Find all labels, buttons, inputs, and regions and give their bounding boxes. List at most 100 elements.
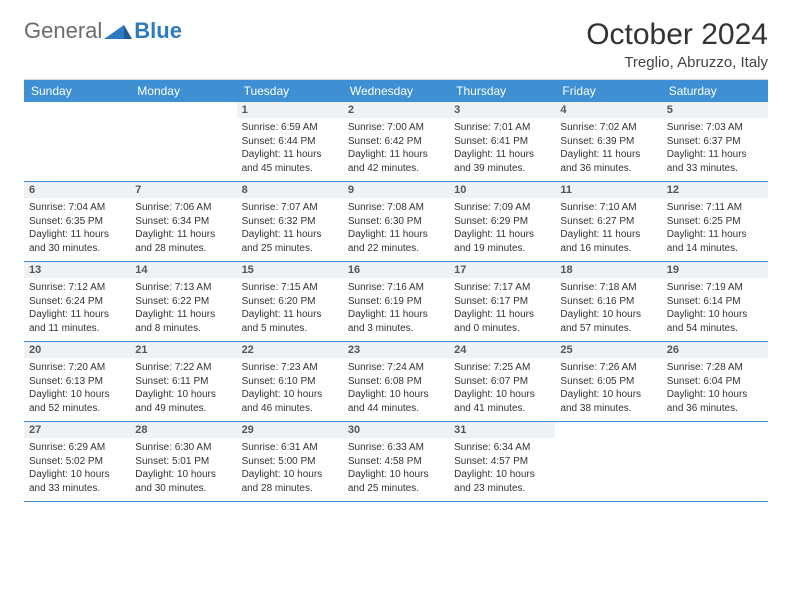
sunset-line: Sunset: 6:42 PM xyxy=(348,135,444,149)
sunrise-line: Sunrise: 6:29 AM xyxy=(29,441,125,455)
date-number: 24 xyxy=(449,342,555,358)
daylight-line: Daylight: 11 hours and 33 minutes. xyxy=(667,148,763,175)
day-details: Sunrise: 7:07 AMSunset: 6:32 PMDaylight:… xyxy=(237,198,343,261)
daylight-line: Daylight: 11 hours and 8 minutes. xyxy=(135,308,231,335)
sunrise-line: Sunrise: 7:13 AM xyxy=(135,281,231,295)
daylight-line: Daylight: 10 hours and 23 minutes. xyxy=(454,468,550,495)
date-number: 20 xyxy=(24,342,130,358)
day-details: Sunrise: 7:00 AMSunset: 6:42 PMDaylight:… xyxy=(343,118,449,181)
date-number: 3 xyxy=(449,102,555,118)
day-details: Sunrise: 6:30 AMSunset: 5:01 PMDaylight:… xyxy=(130,438,236,501)
daylight-line: Daylight: 11 hours and 14 minutes. xyxy=(667,228,763,255)
sunrise-line: Sunrise: 6:31 AM xyxy=(242,441,338,455)
day-cell: 30Sunrise: 6:33 AMSunset: 4:58 PMDayligh… xyxy=(343,422,449,502)
sunrise-line: Sunrise: 6:33 AM xyxy=(348,441,444,455)
daylight-line: Daylight: 10 hours and 30 minutes. xyxy=(135,468,231,495)
dow-header: Tuesday xyxy=(237,80,343,102)
day-cell: 10Sunrise: 7:09 AMSunset: 6:29 PMDayligh… xyxy=(449,182,555,262)
date-number: 31 xyxy=(449,422,555,438)
day-cell: 14Sunrise: 7:13 AMSunset: 6:22 PMDayligh… xyxy=(130,262,236,342)
sunset-line: Sunset: 6:05 PM xyxy=(560,375,656,389)
day-details: Sunrise: 6:33 AMSunset: 4:58 PMDaylight:… xyxy=(343,438,449,501)
sunset-line: Sunset: 6:44 PM xyxy=(242,135,338,149)
date-number: 2 xyxy=(343,102,449,118)
date-number: 19 xyxy=(662,262,768,278)
day-cell: 6Sunrise: 7:04 AMSunset: 6:35 PMDaylight… xyxy=(24,182,130,262)
sunrise-line: Sunrise: 7:25 AM xyxy=(454,361,550,375)
day-cell: 16Sunrise: 7:16 AMSunset: 6:19 PMDayligh… xyxy=(343,262,449,342)
day-details: Sunrise: 7:24 AMSunset: 6:08 PMDaylight:… xyxy=(343,358,449,421)
daylight-line: Daylight: 11 hours and 16 minutes. xyxy=(560,228,656,255)
date-number: 30 xyxy=(343,422,449,438)
daylight-line: Daylight: 10 hours and 41 minutes. xyxy=(454,388,550,415)
daylight-line: Daylight: 10 hours and 38 minutes. xyxy=(560,388,656,415)
day-details: Sunrise: 6:34 AMSunset: 4:57 PMDaylight:… xyxy=(449,438,555,501)
sunrise-line: Sunrise: 7:23 AM xyxy=(242,361,338,375)
sunset-line: Sunset: 6:20 PM xyxy=(242,295,338,309)
sunset-line: Sunset: 6:32 PM xyxy=(242,215,338,229)
daylight-line: Daylight: 10 hours and 33 minutes. xyxy=(29,468,125,495)
sunset-line: Sunset: 6:07 PM xyxy=(454,375,550,389)
day-cell: 2Sunrise: 7:00 AMSunset: 6:42 PMDaylight… xyxy=(343,102,449,182)
day-cell: 28Sunrise: 6:30 AMSunset: 5:01 PMDayligh… xyxy=(130,422,236,502)
header: General Blue October 2024 Treglio, Abruz… xyxy=(24,18,768,71)
day-details: Sunrise: 7:10 AMSunset: 6:27 PMDaylight:… xyxy=(555,198,661,261)
day-cell: 5Sunrise: 7:03 AMSunset: 6:37 PMDaylight… xyxy=(662,102,768,182)
date-number: 7 xyxy=(130,182,236,198)
day-cell: 31Sunrise: 6:34 AMSunset: 4:57 PMDayligh… xyxy=(449,422,555,502)
day-cell: 22Sunrise: 7:23 AMSunset: 6:10 PMDayligh… xyxy=(237,342,343,422)
day-cell: 7Sunrise: 7:06 AMSunset: 6:34 PMDaylight… xyxy=(130,182,236,262)
day-details: Sunrise: 7:22 AMSunset: 6:11 PMDaylight:… xyxy=(130,358,236,421)
dow-header: Saturday xyxy=(662,80,768,102)
day-details: Sunrise: 7:12 AMSunset: 6:24 PMDaylight:… xyxy=(24,278,130,341)
sunset-line: Sunset: 6:37 PM xyxy=(667,135,763,149)
sunrise-line: Sunrise: 7:11 AM xyxy=(667,201,763,215)
day-cell: 11Sunrise: 7:10 AMSunset: 6:27 PMDayligh… xyxy=(555,182,661,262)
daylight-line: Daylight: 10 hours and 49 minutes. xyxy=(135,388,231,415)
sunset-line: Sunset: 6:08 PM xyxy=(348,375,444,389)
day-cell: 8Sunrise: 7:07 AMSunset: 6:32 PMDaylight… xyxy=(237,182,343,262)
sunset-line: Sunset: 5:01 PM xyxy=(135,455,231,469)
sunset-line: Sunset: 6:35 PM xyxy=(29,215,125,229)
sunset-line: Sunset: 6:22 PM xyxy=(135,295,231,309)
dow-header: Monday xyxy=(130,80,236,102)
sunrise-line: Sunrise: 7:12 AM xyxy=(29,281,125,295)
sunrise-line: Sunrise: 7:15 AM xyxy=(242,281,338,295)
sunset-line: Sunset: 6:41 PM xyxy=(454,135,550,149)
daylight-line: Daylight: 11 hours and 19 minutes. xyxy=(454,228,550,255)
sunrise-line: Sunrise: 7:17 AM xyxy=(454,281,550,295)
daylight-line: Daylight: 11 hours and 42 minutes. xyxy=(348,148,444,175)
daylight-line: Daylight: 11 hours and 0 minutes. xyxy=(454,308,550,335)
day-details: Sunrise: 7:20 AMSunset: 6:13 PMDaylight:… xyxy=(24,358,130,421)
dow-header: Thursday xyxy=(449,80,555,102)
day-details: Sunrise: 7:01 AMSunset: 6:41 PMDaylight:… xyxy=(449,118,555,181)
sunrise-line: Sunrise: 6:30 AM xyxy=(135,441,231,455)
sunset-line: Sunset: 6:29 PM xyxy=(454,215,550,229)
day-cell: 21Sunrise: 7:22 AMSunset: 6:11 PMDayligh… xyxy=(130,342,236,422)
date-number: 28 xyxy=(130,422,236,438)
day-cell: 26Sunrise: 7:28 AMSunset: 6:04 PMDayligh… xyxy=(662,342,768,422)
day-cell: 3Sunrise: 7:01 AMSunset: 6:41 PMDaylight… xyxy=(449,102,555,182)
sunset-line: Sunset: 6:11 PM xyxy=(135,375,231,389)
calendar-grid: SundayMondayTuesdayWednesdayThursdayFrid… xyxy=(24,79,768,502)
daylight-line: Daylight: 11 hours and 36 minutes. xyxy=(560,148,656,175)
date-number: 27 xyxy=(24,422,130,438)
date-number: 17 xyxy=(449,262,555,278)
daylight-line: Daylight: 10 hours and 44 minutes. xyxy=(348,388,444,415)
sunset-line: Sunset: 5:00 PM xyxy=(242,455,338,469)
sunrise-line: Sunrise: 7:04 AM xyxy=(29,201,125,215)
date-number: 8 xyxy=(237,182,343,198)
date-number: 1 xyxy=(237,102,343,118)
sunrise-line: Sunrise: 7:09 AM xyxy=(454,201,550,215)
day-cell: 4Sunrise: 7:02 AMSunset: 6:39 PMDaylight… xyxy=(555,102,661,182)
date-number: 15 xyxy=(237,262,343,278)
sunset-line: Sunset: 6:10 PM xyxy=(242,375,338,389)
sunset-line: Sunset: 6:17 PM xyxy=(454,295,550,309)
day-details: Sunrise: 6:29 AMSunset: 5:02 PMDaylight:… xyxy=(24,438,130,501)
date-number: 23 xyxy=(343,342,449,358)
date-number: 5 xyxy=(662,102,768,118)
daylight-line: Daylight: 11 hours and 30 minutes. xyxy=(29,228,125,255)
sunset-line: Sunset: 6:14 PM xyxy=(667,295,763,309)
sunset-line: Sunset: 4:57 PM xyxy=(454,455,550,469)
logo-mark-icon xyxy=(104,21,132,41)
